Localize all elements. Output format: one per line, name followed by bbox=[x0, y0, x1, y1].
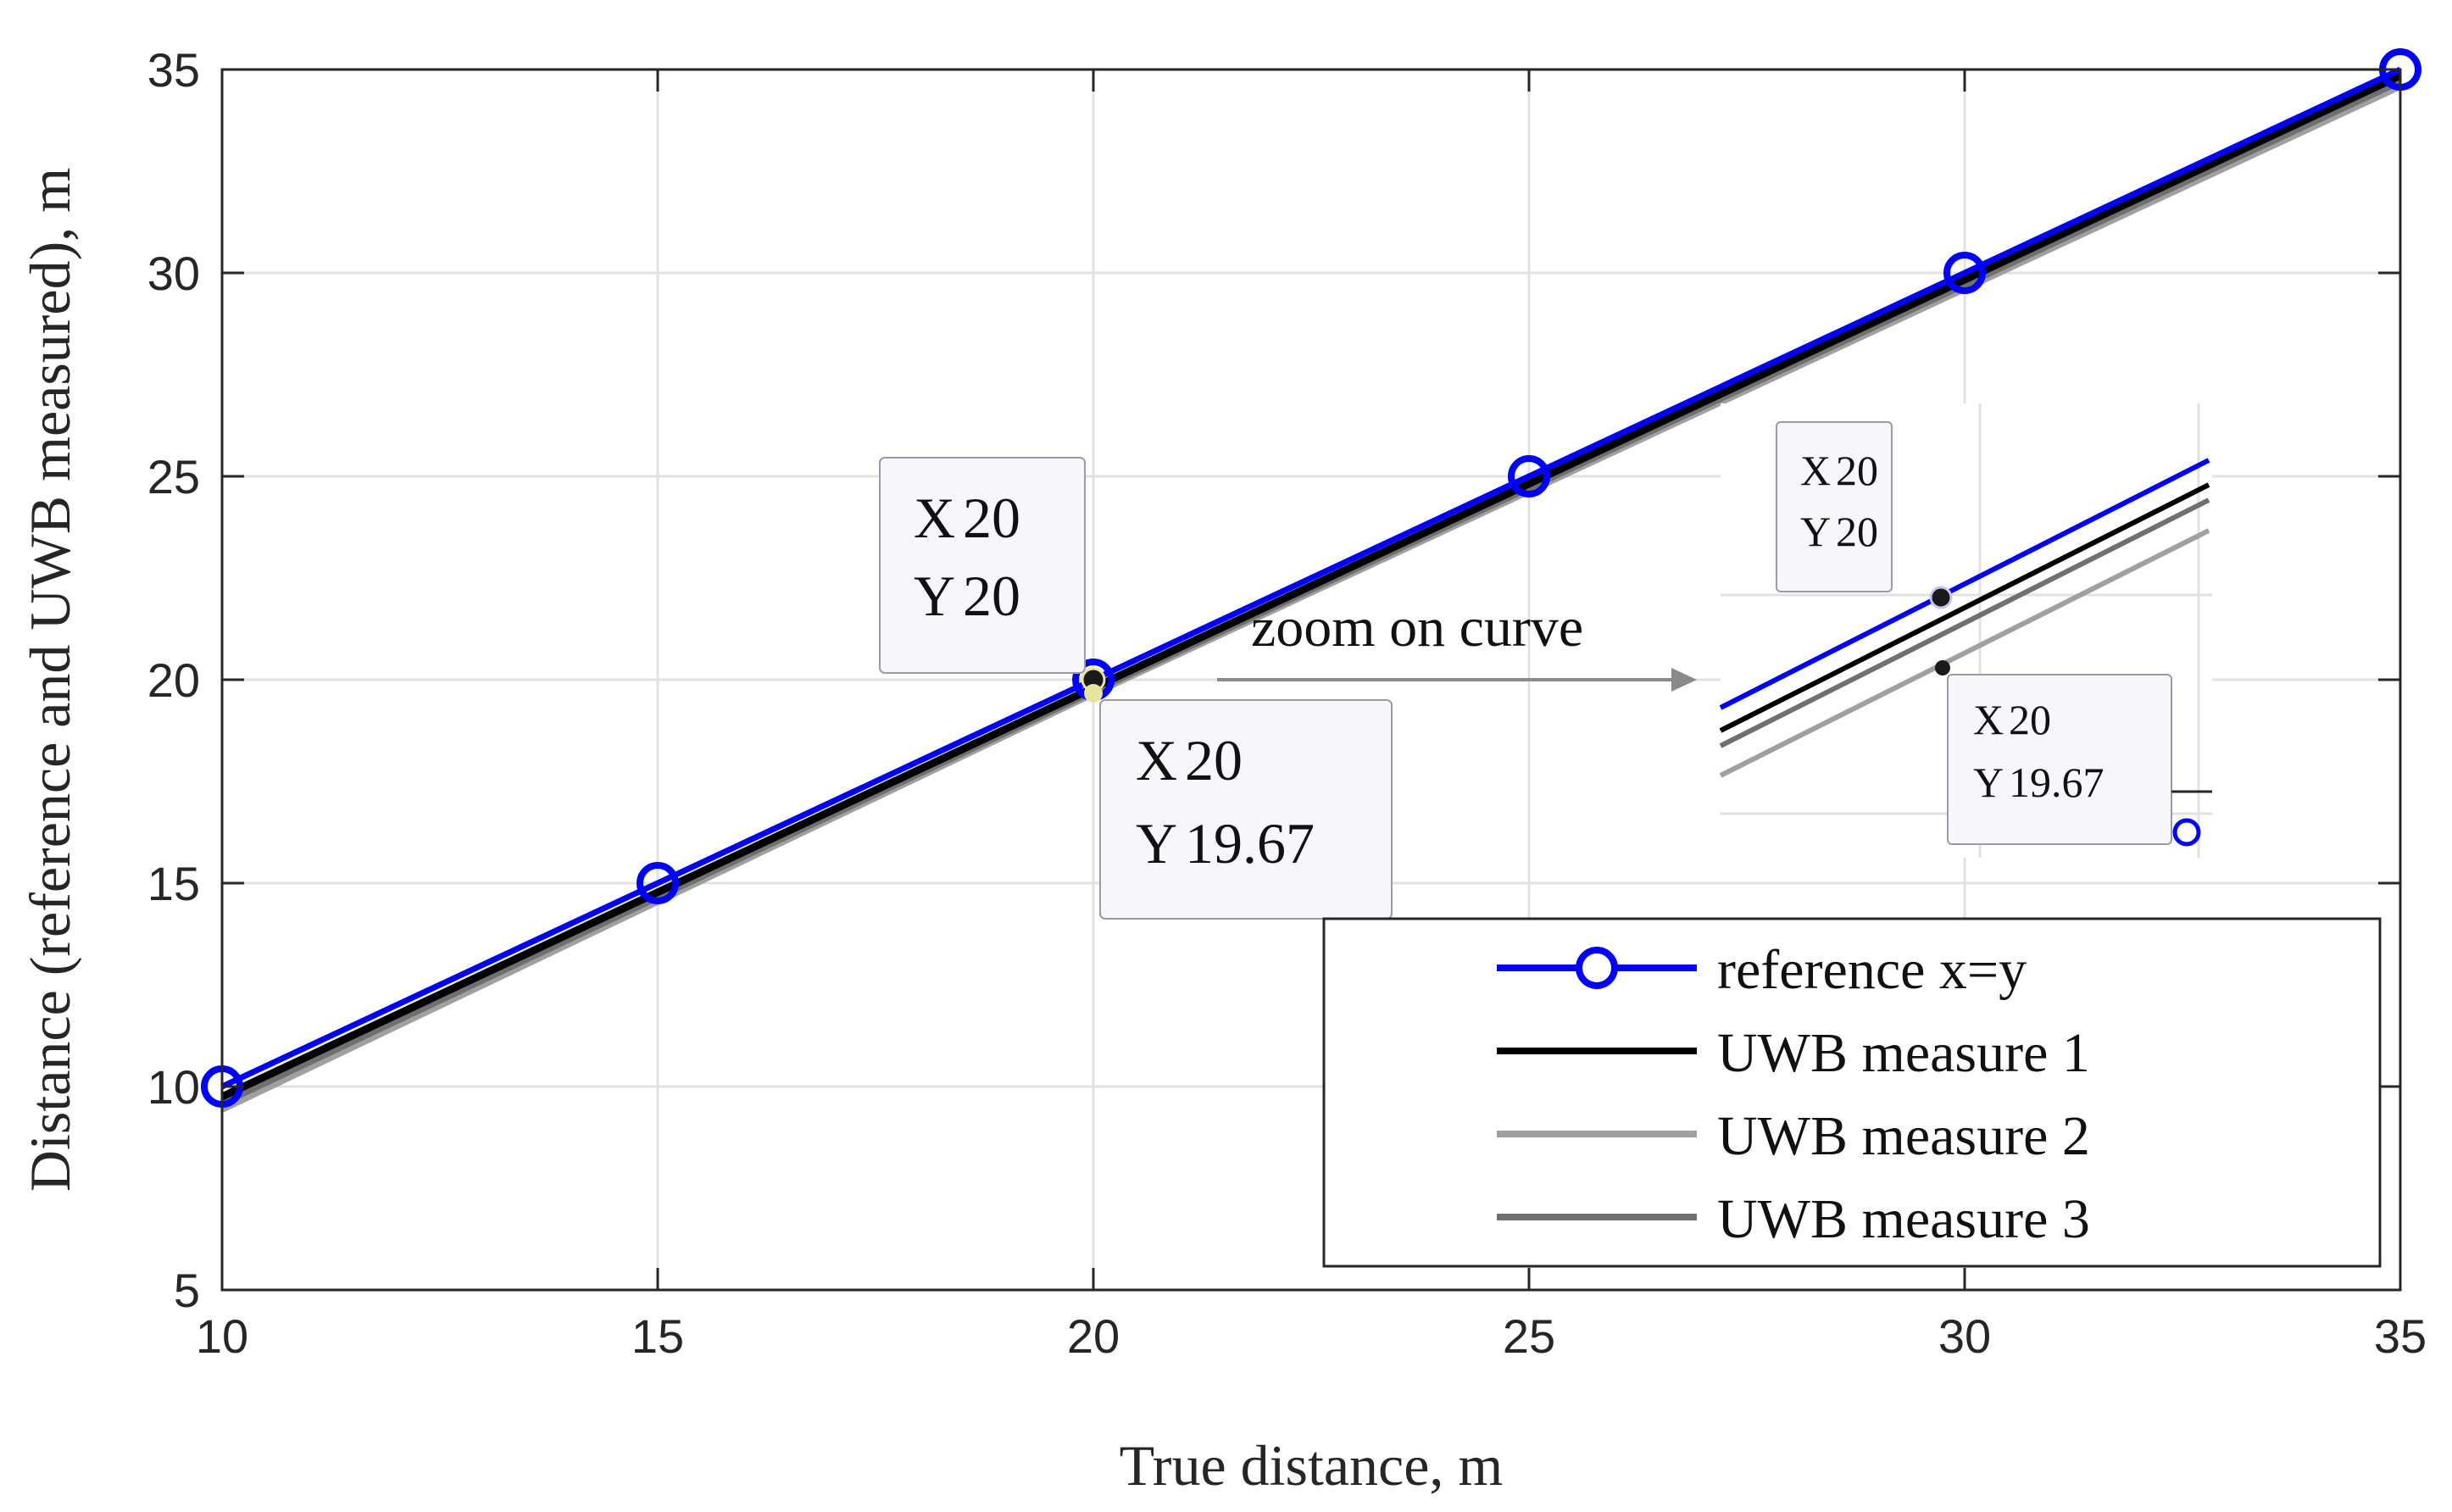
datatip-2-x-value: 20 bbox=[1185, 728, 1243, 792]
datatip-2-y-value: 19.67 bbox=[1185, 811, 1315, 876]
inset-marker-fragment bbox=[2172, 818, 2201, 847]
datatip-1-y-value: 20 bbox=[963, 564, 1020, 628]
datatip-2: X 20 Y 19.67 bbox=[1099, 699, 1393, 920]
inset-datatip-2: X 20 Y 19.67 bbox=[1947, 674, 2172, 845]
zoom-arrow-head bbox=[1671, 668, 1697, 692]
reference-marker bbox=[637, 862, 679, 904]
legend: reference x=y UWB measure 1 UWB measure … bbox=[1322, 917, 2382, 1268]
legend-entry-measure-1: UWB measure 1 bbox=[1497, 1022, 2090, 1084]
y-tick-label: 15 bbox=[147, 857, 200, 910]
legend-box bbox=[1322, 917, 2382, 1268]
y-axis-label: Distance (reference and UWB measured), m bbox=[18, 168, 82, 1192]
inset-datatip-1-y-label: Y bbox=[1800, 508, 1831, 555]
inset-measure-3-line bbox=[1719, 498, 2210, 748]
inset-datatip-1-x-label: X bbox=[1800, 447, 1831, 494]
x-tick-label: 10 bbox=[196, 1309, 248, 1363]
y-tick-label: 35 bbox=[147, 43, 200, 97]
legend-entry-reference: reference x=y bbox=[1497, 939, 2027, 1001]
inset-datatip-2-x-label: X bbox=[1973, 696, 2004, 743]
x-tick-label: 15 bbox=[631, 1309, 684, 1363]
y-tick-label: 10 bbox=[147, 1060, 200, 1114]
reference-marker bbox=[1943, 252, 1986, 294]
x-axis-label: True distance, m bbox=[1120, 1433, 1504, 1498]
inset-measure-2-line bbox=[1719, 528, 2210, 778]
y-tick-label: 20 bbox=[147, 653, 200, 707]
inset-datatip-1-x-value: 20 bbox=[1836, 447, 1878, 494]
legend-entry-measure-2: UWB measure 2 bbox=[1497, 1105, 2090, 1167]
series-line-reference-x-y bbox=[220, 66, 2402, 1090]
inset-datatip-1-y-value: 20 bbox=[1836, 508, 1878, 555]
x-tick-label: 35 bbox=[2374, 1309, 2427, 1363]
datatip-2-y-label: Y bbox=[1136, 811, 1177, 876]
y-tick-label: 30 bbox=[147, 247, 200, 300]
inset-datatip-1-point bbox=[1929, 586, 1953, 609]
inset-datatip-1: X 20 Y 20 bbox=[1776, 421, 1893, 592]
datatip-2-point bbox=[1084, 684, 1103, 703]
datatip-2-x-label: X bbox=[1136, 728, 1177, 792]
datatip-1-y-label: Y bbox=[914, 564, 955, 628]
y-tick-label: 25 bbox=[147, 450, 200, 503]
inset: X 20 Y 20 X 20 Y 19.67 bbox=[1719, 403, 2212, 858]
inset-datatip-2-x-value: 20 bbox=[2009, 696, 2051, 743]
legend-label-measure-3: UWB measure 3 bbox=[1717, 1188, 2090, 1250]
datatip-1: X 20 Y 20 bbox=[879, 457, 1086, 674]
x-tick-label: 30 bbox=[1938, 1309, 1991, 1363]
x-tick-label: 20 bbox=[1067, 1309, 1120, 1363]
inset-reference-line bbox=[1719, 458, 2210, 710]
legend-label-measure-2: UWB measure 2 bbox=[1717, 1105, 2090, 1167]
legend-label-measure-1: UWB measure 1 bbox=[1717, 1022, 2090, 1084]
x-tick-label: 25 bbox=[1503, 1309, 1555, 1363]
datatip-1-x-value: 20 bbox=[963, 486, 1020, 550]
legend-entry-measure-3: UWB measure 3 bbox=[1497, 1188, 2090, 1250]
y-tick-label: 5 bbox=[174, 1264, 200, 1317]
inset-datatip-2-point bbox=[1935, 660, 1950, 675]
legend-label-reference: reference x=y bbox=[1717, 939, 2027, 1001]
datatip-1-x-label: X bbox=[914, 486, 955, 550]
inset-measure-1-line bbox=[1719, 482, 2210, 733]
zoom-annotation: zoom on curve bbox=[1251, 597, 1583, 659]
inset-datatip-2-y-label: Y bbox=[1973, 759, 2004, 806]
reference-marker bbox=[1508, 455, 1550, 498]
legend-reference-marker bbox=[1576, 947, 1618, 989]
inset-datatip-2-y-value: 19.67 bbox=[2009, 759, 2104, 806]
